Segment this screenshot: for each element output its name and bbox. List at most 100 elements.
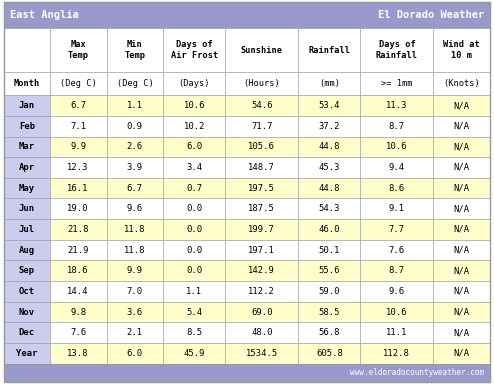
Bar	[298, 137, 361, 157]
Text: 6.7: 6.7	[127, 184, 143, 193]
Bar	[164, 219, 225, 240]
Bar	[298, 28, 361, 72]
Text: 112.8: 112.8	[383, 349, 411, 358]
Bar	[361, 116, 433, 137]
Bar	[225, 157, 298, 178]
Bar	[433, 178, 490, 199]
Bar	[298, 199, 361, 219]
Text: N/A: N/A	[453, 328, 470, 337]
Text: 10.6: 10.6	[386, 308, 408, 316]
Bar	[225, 137, 298, 157]
Bar	[164, 240, 225, 260]
Text: 7.6: 7.6	[389, 246, 405, 255]
Text: 58.5: 58.5	[319, 308, 340, 316]
Bar	[50, 281, 107, 302]
Bar	[164, 322, 225, 343]
Bar	[4, 322, 50, 343]
Bar	[298, 219, 361, 240]
Bar	[164, 260, 225, 281]
Text: 9.9: 9.9	[127, 266, 143, 275]
Bar	[4, 72, 50, 95]
Bar	[164, 157, 225, 178]
Text: 9.4: 9.4	[389, 163, 405, 172]
Text: 7.1: 7.1	[70, 122, 86, 131]
Text: 9.1: 9.1	[389, 204, 405, 213]
Text: 0.0: 0.0	[186, 204, 203, 213]
Bar	[164, 199, 225, 219]
Text: 7.0: 7.0	[127, 287, 143, 296]
Text: Aug: Aug	[19, 246, 35, 255]
Text: www.eldoradocountyweather.com: www.eldoradocountyweather.com	[350, 368, 484, 377]
Bar	[4, 95, 50, 116]
Bar	[433, 240, 490, 260]
Bar	[361, 260, 433, 281]
Bar	[433, 260, 490, 281]
Bar	[298, 157, 361, 178]
Bar	[433, 281, 490, 302]
Bar	[50, 199, 107, 219]
Text: (Days): (Days)	[179, 79, 210, 88]
Bar	[298, 260, 361, 281]
Bar	[298, 116, 361, 137]
Bar	[361, 240, 433, 260]
Text: Days of
Air Frost: Days of Air Frost	[171, 40, 218, 60]
Bar	[164, 95, 225, 116]
Text: 13.8: 13.8	[68, 349, 89, 358]
Bar	[433, 72, 490, 95]
Text: 59.0: 59.0	[319, 287, 340, 296]
Bar	[107, 157, 164, 178]
Text: 44.8: 44.8	[319, 184, 340, 193]
Bar	[225, 281, 298, 302]
Bar	[298, 240, 361, 260]
Bar	[225, 302, 298, 322]
Bar	[225, 28, 298, 72]
Text: 9.6: 9.6	[127, 204, 143, 213]
Bar	[50, 322, 107, 343]
Text: 11.8: 11.8	[124, 246, 146, 255]
Text: 199.7: 199.7	[248, 225, 275, 234]
Bar	[4, 302, 50, 322]
Text: 55.6: 55.6	[319, 266, 340, 275]
Text: N/A: N/A	[453, 287, 470, 296]
Bar	[433, 343, 490, 364]
Bar	[225, 219, 298, 240]
Bar	[225, 240, 298, 260]
Text: Dec: Dec	[19, 328, 35, 337]
Text: El Dorado Weather: El Dorado Weather	[378, 10, 484, 20]
Text: 2.6: 2.6	[127, 142, 143, 151]
Text: 10.6: 10.6	[386, 142, 408, 151]
Text: 0.0: 0.0	[186, 266, 203, 275]
Bar	[107, 72, 164, 95]
Text: Rainfall: Rainfall	[308, 46, 350, 55]
Bar	[164, 116, 225, 137]
Text: N/A: N/A	[453, 142, 470, 151]
Bar	[4, 260, 50, 281]
Bar	[361, 322, 433, 343]
Text: Nov: Nov	[19, 308, 35, 316]
Bar	[361, 178, 433, 199]
Text: 71.7: 71.7	[251, 122, 273, 131]
Bar	[361, 343, 433, 364]
Text: 148.7: 148.7	[248, 163, 275, 172]
Text: N/A: N/A	[453, 225, 470, 234]
Text: 48.0: 48.0	[251, 328, 273, 337]
Text: 11.8: 11.8	[124, 225, 146, 234]
Text: 46.0: 46.0	[319, 225, 340, 234]
Bar	[107, 178, 164, 199]
Text: (Hours): (Hours)	[244, 79, 280, 88]
Bar	[4, 116, 50, 137]
Text: (Knots): (Knots)	[443, 79, 480, 88]
Bar	[361, 302, 433, 322]
Bar	[50, 137, 107, 157]
Text: 50.1: 50.1	[319, 246, 340, 255]
Text: >= 1mm: >= 1mm	[381, 79, 412, 88]
Bar	[4, 157, 50, 178]
Bar	[107, 95, 164, 116]
Bar	[4, 137, 50, 157]
Bar	[164, 28, 225, 72]
Bar	[4, 343, 50, 364]
Bar	[50, 343, 107, 364]
Bar	[361, 281, 433, 302]
Bar	[107, 302, 164, 322]
Bar	[107, 28, 164, 72]
